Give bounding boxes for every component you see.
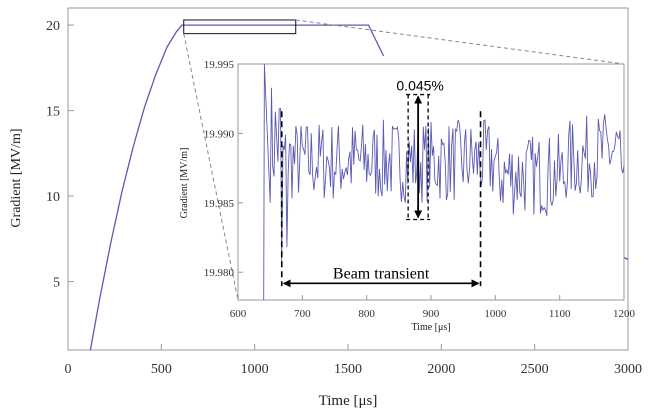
inset-y-tick-label: 19.985 (204, 198, 235, 210)
zoom-connector-bottom (183, 33, 239, 301)
main-y-tick-label: 10 (46, 190, 60, 205)
main-x-tick-label: 1000 (241, 362, 269, 377)
main-y-tick-label: 20 (46, 19, 60, 34)
main-x-tick-label: 3000 (614, 362, 642, 377)
y-axis-label: Gradient [MV/m] (9, 128, 24, 227)
main-x-tick-label: 2500 (521, 362, 549, 377)
inset-annotations (280, 93, 482, 288)
main-series-line (89, 24, 385, 351)
main-x-tick-label: 0 (65, 362, 72, 377)
inset-x-tick-label: 1200 (613, 308, 636, 320)
inset-x-tick-label: 700 (294, 308, 311, 320)
inset-x-ticks: 600 700 800 900 1000 1100 1200 (230, 295, 636, 320)
main-x-ticks: 0 500 1000 1500 2000 2500 3000 (65, 344, 642, 377)
inset-y-tick-label: 19.980 (204, 267, 235, 279)
inset-x-tick-label: 600 (230, 308, 247, 320)
zoom-connector-top (295, 19, 625, 65)
inset-x-tick-label: 800 (358, 308, 375, 320)
inset-x-axis-label: Time [μs] (411, 322, 450, 333)
inset-x-tick-label: 900 (423, 308, 440, 320)
main-x-tick-label: 2000 (427, 362, 455, 377)
main-x-tick-label: 1500 (334, 362, 362, 377)
inset-x-tick-label: 1100 (549, 308, 571, 320)
x-axis-label: Time [μs] (319, 393, 378, 409)
zoom-box (183, 19, 297, 35)
main-y-tick-label: 15 (46, 105, 60, 120)
inset-y-axis-label: Gradient [MV/m] (179, 148, 190, 219)
inset-plot-frame (237, 63, 625, 301)
inset-y-tick-label: 19.990 (204, 128, 235, 140)
main-x-tick-label: 500 (151, 362, 172, 377)
inset-y-ticks: 19.980 19.985 19.990 19.995 (204, 59, 243, 279)
main-y-tick-label: 5 (53, 276, 60, 291)
inset-x-tick-label: 1000 (484, 308, 507, 320)
beam-label-background (316, 265, 447, 282)
beam-transient-label: Beam transient (333, 265, 430, 282)
inset-series (263, 63, 625, 301)
inset-y-tick-label: 19.995 (204, 59, 235, 71)
main-y-ticks: 5 10 15 20 (46, 19, 74, 291)
ripple-label: 0.045% (396, 78, 443, 94)
